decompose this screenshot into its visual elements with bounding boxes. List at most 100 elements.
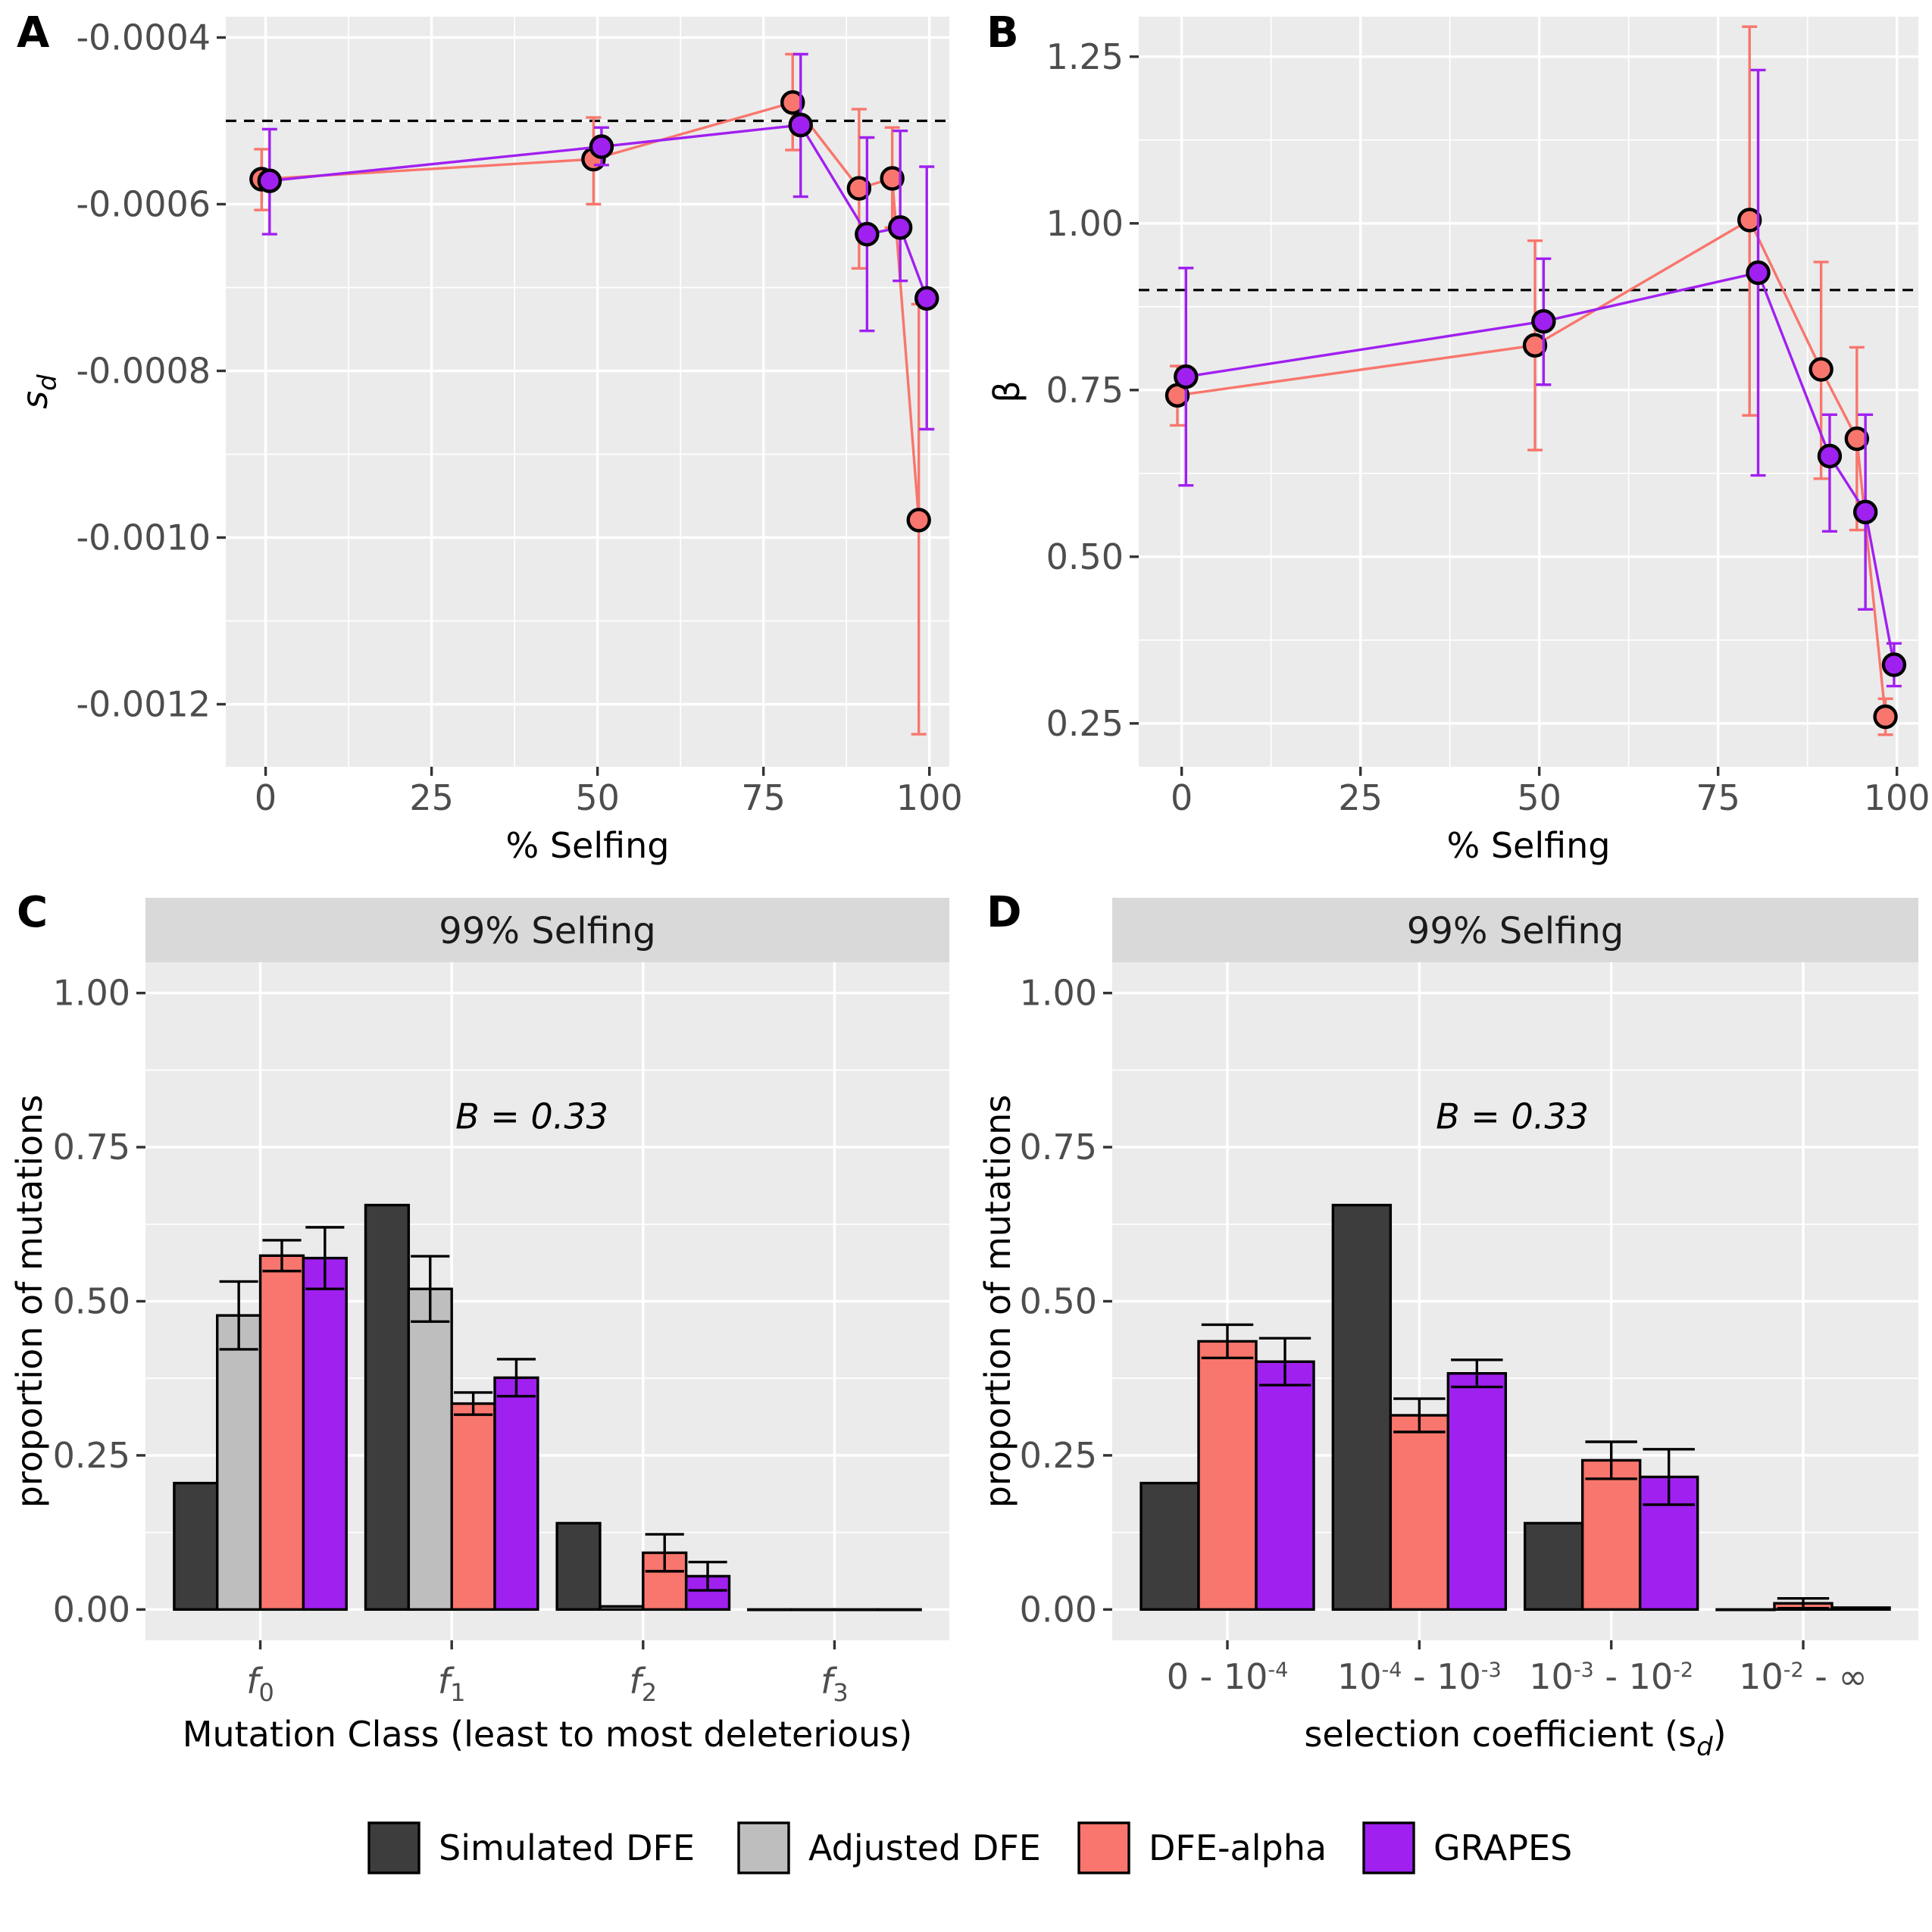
- x-tick-label: f1: [438, 1661, 466, 1707]
- y-tick-label: 0.00: [53, 1589, 130, 1630]
- x-axis-title: % Selfing: [1447, 825, 1611, 866]
- series-dfe-alpha: [1197, 1323, 1834, 1612]
- y-tick-label: -0.0012: [76, 684, 211, 725]
- y-tick-label: 1.25: [1046, 36, 1124, 77]
- bar: [302, 1256, 348, 1612]
- x-tick-label: 25: [409, 777, 454, 818]
- bar: [1523, 1521, 1584, 1612]
- data-point: [1174, 364, 1199, 389]
- y-axis-title: sd: [14, 374, 63, 409]
- bar: [1255, 1360, 1315, 1612]
- x-tick-label: f2: [630, 1661, 658, 1707]
- legend-item-grapes: GRAPES: [1362, 1821, 1572, 1874]
- plot-background: [1139, 17, 1918, 767]
- annotation: B = 0.33: [1436, 1096, 1589, 1136]
- x-tick-label: 100: [896, 777, 963, 818]
- bar: [1197, 1340, 1258, 1612]
- panel-c-mutation-class-bars: 99% Selfing 0.00 0.25 0.50 0.75 1.00 f0 f1 f2 f3 M…: [9, 888, 949, 1755]
- plot-background: [226, 17, 949, 767]
- facet-strip-label: 99% Selfing: [439, 910, 655, 952]
- series-dfe-alpha: [1165, 25, 1898, 736]
- legend-item-adjusted-dfe: Adjusted DFE: [737, 1821, 1041, 1874]
- x-tick-label: f0: [246, 1661, 274, 1707]
- annotation: B = 0.33: [455, 1096, 608, 1136]
- data-point: [780, 90, 805, 115]
- panel-a-selection-coefficient: 0 25 50 75 100 -0.0012 -0.0010 -0.0008 -0.0006 -0…: [14, 8, 963, 866]
- series-line: [1186, 270, 1896, 665]
- x-tick-label: 100: [1864, 777, 1930, 818]
- y-tick-label: 0.25: [1020, 1435, 1097, 1476]
- legend-label: Simulated DFE: [439, 1827, 695, 1868]
- data-point: [257, 168, 283, 193]
- y-tick-label: -0.0008: [76, 351, 211, 392]
- panel-tag: D: [986, 888, 1021, 937]
- x-tick-label: 75: [741, 777, 786, 818]
- data-point: [1809, 357, 1834, 382]
- data-point: [589, 134, 614, 159]
- data-point: [788, 112, 813, 138]
- legend-label: Adjusted DFE: [808, 1827, 1041, 1868]
- data-point: [855, 221, 880, 247]
- data-point: [1522, 333, 1548, 358]
- bar: [833, 1608, 879, 1612]
- legend-swatch: [367, 1821, 420, 1874]
- y-tick-label: 0.50: [1020, 1281, 1097, 1322]
- bar: [493, 1376, 539, 1612]
- x-tick-label: 10-2 - ∞: [1739, 1656, 1868, 1697]
- facet-strip-label: 99% Selfing: [1407, 910, 1624, 952]
- y-tick-label: 0.00: [1020, 1589, 1097, 1630]
- bar: [876, 1608, 922, 1612]
- legend-swatch: [1362, 1821, 1415, 1874]
- data-point: [887, 215, 913, 240]
- y-tick-label: -0.0006: [76, 184, 211, 225]
- bar: [1830, 1606, 1891, 1612]
- x-tick-label: 0: [1171, 777, 1193, 818]
- y-tick-label: -0.0004: [76, 17, 211, 58]
- legend-item-dfe-alpha: DFE-alpha: [1077, 1821, 1327, 1874]
- panel-tag: B: [986, 8, 1019, 58]
- x-tick-label: 0 - 10-4: [1167, 1656, 1289, 1697]
- legend-label: DFE-alpha: [1149, 1827, 1327, 1868]
- data-point: [914, 286, 939, 311]
- series-grapes: [257, 52, 939, 431]
- y-tick-label: 1.00: [53, 973, 130, 1014]
- series-grapes: [1174, 68, 1907, 688]
- bar: [258, 1254, 305, 1612]
- y-tick-label: 0.25: [53, 1435, 130, 1476]
- x-axis-title: % Selfing: [506, 825, 670, 866]
- y-tick-label: 0.25: [1046, 703, 1124, 744]
- data-point: [1844, 426, 1870, 452]
- series-grapes: [1255, 1336, 1891, 1612]
- bar: [1389, 1414, 1450, 1612]
- legend-label: GRAPES: [1433, 1827, 1572, 1868]
- y-axis-title: β: [986, 380, 1027, 402]
- y-axis-title: proportion of mutations: [9, 1095, 50, 1508]
- bar: [789, 1608, 836, 1612]
- panel-tag: C: [17, 888, 48, 937]
- facet-strip: [1112, 898, 1918, 962]
- bar: [364, 1203, 411, 1612]
- x-tick-label: 0: [255, 777, 277, 818]
- bar: [450, 1402, 496, 1612]
- y-tick-label: -0.0010: [76, 517, 211, 558]
- series-line: [1177, 218, 1887, 717]
- x-tick-label: f3: [821, 1661, 849, 1707]
- y-tick-label: 0.75: [1020, 1127, 1097, 1168]
- series-adjusted-dfe: [216, 1255, 836, 1612]
- y-tick-label: 1.00: [1020, 973, 1097, 1014]
- series-line: [269, 123, 928, 299]
- data-point: [1737, 208, 1762, 233]
- y-tick-label: 0.50: [1046, 536, 1124, 577]
- x-axis-title: selection coefficient (sd): [1304, 1714, 1726, 1762]
- x-tick-label: 50: [575, 777, 620, 818]
- bar: [1331, 1203, 1393, 1612]
- legend-item-simulated-dfe: Simulated DFE: [367, 1821, 695, 1874]
- data-point: [1817, 443, 1843, 469]
- x-tick-label: 25: [1338, 777, 1383, 818]
- y-tick-label: 0.75: [53, 1127, 130, 1168]
- data-point: [1746, 260, 1771, 286]
- y-tick-label: 0.75: [1046, 370, 1124, 411]
- y-tick-label: 1.00: [1046, 203, 1124, 244]
- series-simulated-dfe: [1140, 1203, 1776, 1612]
